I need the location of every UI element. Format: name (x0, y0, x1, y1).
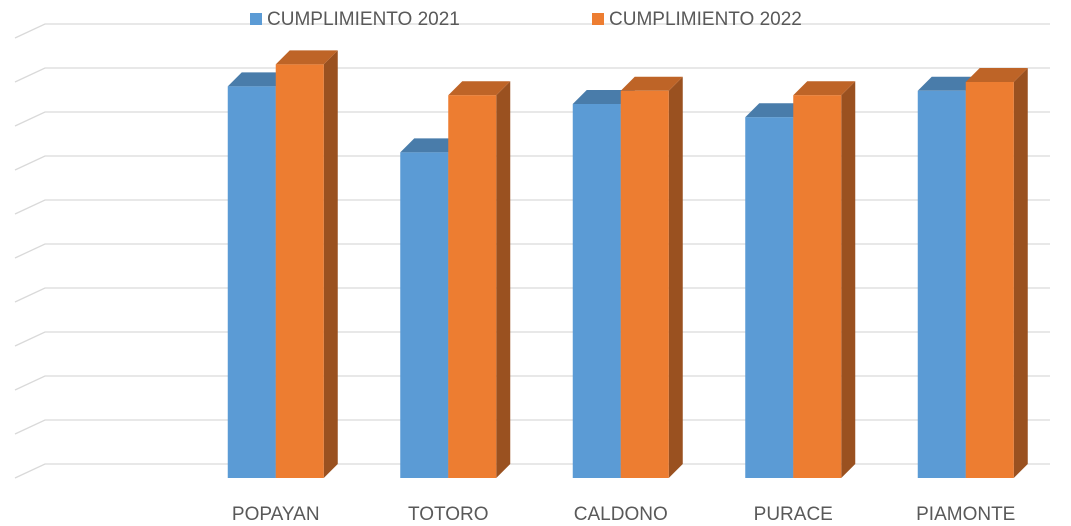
x-tick-label: PURACE (754, 504, 833, 525)
legend-label: CUMPLIMIENTO 2022 (609, 9, 802, 30)
bar-top (745, 103, 808, 118)
bar (917, 90, 966, 479)
x-tick-label: CALDONO (574, 504, 668, 525)
grid-line (14, 287, 1050, 303)
x-tick-label: PIAMONTE (916, 504, 1015, 525)
bar-side (496, 81, 511, 478)
bar-side (668, 76, 683, 479)
grid-line (14, 463, 1050, 479)
bar-side (323, 50, 338, 479)
bar (620, 90, 669, 479)
legend-swatch (250, 13, 262, 25)
bar-top (275, 50, 338, 65)
bar-top (620, 76, 683, 91)
bar-top (793, 81, 856, 96)
bar-top (227, 72, 290, 87)
bar-side (841, 81, 856, 478)
grid-line (14, 419, 1050, 435)
bar (965, 82, 1014, 478)
bar (227, 86, 276, 479)
legend-label: CUMPLIMIENTO 2021 (267, 9, 460, 30)
bar (572, 104, 621, 478)
grid-line (14, 23, 1050, 39)
x-tick-label: TOTORO (408, 504, 489, 525)
grid-line (14, 155, 1050, 171)
bar (400, 152, 449, 478)
bar-top (572, 90, 635, 104)
bar (448, 95, 497, 478)
bar-top (965, 68, 1028, 82)
grid-line (14, 199, 1050, 215)
bar (793, 95, 842, 478)
grid-line (14, 67, 1050, 83)
x-tick-label: POPAYAN (232, 504, 320, 525)
legend-swatch (592, 13, 604, 25)
bar (275, 64, 324, 479)
grid-line (14, 375, 1050, 391)
bar (745, 117, 794, 478)
bar-top (400, 138, 463, 153)
bar-top (448, 81, 511, 96)
grid-line (14, 111, 1050, 127)
bar-side (1013, 68, 1028, 478)
bar-top (917, 76, 980, 91)
grid-line (14, 243, 1050, 259)
grid-line (14, 331, 1050, 347)
